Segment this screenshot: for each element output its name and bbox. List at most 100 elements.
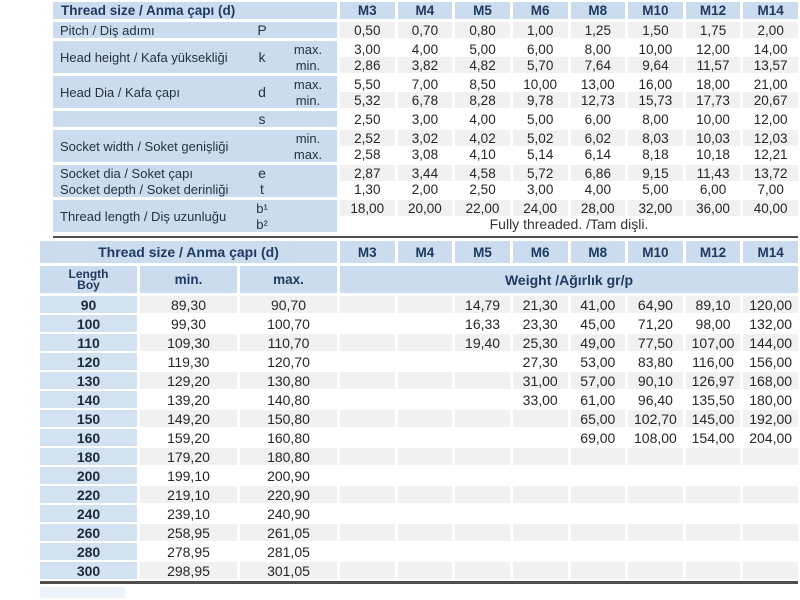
spec-value-cell: 2,50 xyxy=(469,181,496,197)
spec-value-cell: 4,10 xyxy=(469,146,496,162)
spec-value-cell: 6,14 xyxy=(584,146,611,162)
weight-cell: 83,80 xyxy=(637,353,673,370)
weight-cell: 90,10 xyxy=(628,372,683,389)
weight-cell xyxy=(571,543,626,560)
spec-label-cell: Socket dia / Soket çapı e Socket depth / S… xyxy=(53,165,337,197)
weight-cell xyxy=(512,410,568,427)
size-col-header: M8 xyxy=(570,2,626,19)
spec-value-cell: 10,00 xyxy=(696,111,730,127)
weight-table: Thread size / Anma çapı (d) M3 M4 M5 M6 M8 M1… xyxy=(40,241,798,581)
spec-value-cell: 32,00 xyxy=(628,200,683,216)
spec-value-cell: 1,00 xyxy=(512,22,568,38)
weight-cell: 120,00 xyxy=(743,296,798,313)
weight-cell xyxy=(340,505,395,522)
weight-cell xyxy=(513,429,568,446)
weight-size-header-row: M3 M4 M5 M6 M8 M10 M12 M14 xyxy=(340,241,798,263)
spec-value-cell: 8,18 xyxy=(642,146,669,162)
weight-cell xyxy=(685,524,741,541)
weight-cell: 57,00 xyxy=(570,372,626,389)
weight-cell xyxy=(570,486,626,503)
spec-symbol: b² xyxy=(256,216,268,232)
spec-value-rows: 5,50 7,00 8,50 10,00 13,00 16,00 18,00 21,00 5,3… xyxy=(340,76,798,108)
spec-sub-row: 2,50 3,00 4,00 5,00 6,00 8,00 10,00 12,00 xyxy=(340,111,798,127)
weight-row: 300 298,95 301,05 xyxy=(40,562,798,581)
length-cell: 150 xyxy=(40,410,137,427)
spec-value-cell: 5,32 xyxy=(340,92,395,108)
spec-symbol: d xyxy=(258,84,266,100)
spec-value-cell: 3,08 xyxy=(411,146,439,162)
max-cell: 110,70 xyxy=(240,334,337,351)
spec-group-label: Socket depth / Soket derinliği xyxy=(60,181,229,197)
spec-value-cell: 4,00 xyxy=(584,181,611,197)
spec-value-cell: 7,00 xyxy=(757,181,784,197)
max-cell: 150,80 xyxy=(240,410,337,427)
spec-value-cell: 11,57 xyxy=(685,57,741,73)
spec-value-cell: 17,73 xyxy=(685,92,741,108)
min-cell: 278,95 xyxy=(167,543,210,560)
min-cell: 219,10 xyxy=(140,486,237,503)
spec-symbol-column: b¹ b² xyxy=(245,200,279,232)
spec-label-cell: Head Dia / Kafa çapı d max. min. xyxy=(53,76,337,108)
weight-cell xyxy=(455,372,510,389)
weight-subheader-row: Length Boy min. max. Weight /Ağırlık gr/… xyxy=(40,266,798,293)
weight-cell xyxy=(743,543,798,560)
spec-value-cell: 3,00 xyxy=(411,111,439,127)
spec-value-cell: 2,00 xyxy=(411,181,439,197)
spec-value-cell: 2,58 xyxy=(354,146,381,162)
weight-row: 150 149,20 150,80 65,00 102,70 145,00 192,00 xyxy=(40,410,798,429)
spec-value-cell: 4,82 xyxy=(455,57,510,73)
spec-value-cell: 3,02 xyxy=(397,130,453,146)
max-cell: 140,80 xyxy=(267,391,310,408)
weight-cell xyxy=(397,448,453,465)
spec-value-cell: 12,21 xyxy=(753,146,788,162)
weight-cell: 144,00 xyxy=(743,334,798,351)
min-cell: 298,95 xyxy=(140,562,237,579)
spec-value-cell: 10,00 xyxy=(523,76,558,92)
size-col-header: M10 xyxy=(628,2,683,19)
weight-cell xyxy=(340,296,395,313)
weight-cell xyxy=(513,543,568,560)
weight-cell: 27,30 xyxy=(522,353,558,370)
spec-label-cell: s xyxy=(53,111,337,127)
weight-cell: 21,30 xyxy=(512,296,568,313)
weight-table-body: 90 89,30 90,70 14,79 21,30 41,00 64,90 89,10 120… xyxy=(40,296,798,581)
weight-cell: 14,79 xyxy=(455,296,510,313)
weight-cell xyxy=(340,448,395,465)
spec-symbol: e xyxy=(258,165,266,181)
weight-cell xyxy=(397,486,453,503)
spec-label-line: Socket dia / Soket çapı e xyxy=(53,165,337,181)
weight-cell: 108,00 xyxy=(634,429,677,446)
spec-symbol xyxy=(245,130,279,162)
weight-cell: 89,10 xyxy=(685,296,741,313)
spec-value-cell: 2,87 xyxy=(340,165,395,181)
max-cell: 180,80 xyxy=(240,448,337,465)
spec-qualifier-column xyxy=(279,22,337,38)
spec-value-cell: 22,00 xyxy=(455,200,510,216)
weight-cell xyxy=(628,562,683,579)
weight-cell xyxy=(398,315,453,332)
spec-qualifier: min. xyxy=(295,130,321,146)
spec-label-cell: Pitch / Diş adımı P xyxy=(53,22,337,38)
weight-cells: 33,00 61,00 96,40 135,50 180,00 xyxy=(340,391,798,408)
weight-cell: 65,00 xyxy=(570,410,626,427)
weight-cell: 135,50 xyxy=(691,391,735,408)
spec-sub-row: 3,00 4,00 5,00 6,00 8,00 10,00 12,00 14,00 xyxy=(340,41,798,57)
weight-cell xyxy=(743,467,798,484)
weight-cell xyxy=(628,543,683,560)
weight-cell: 69,00 xyxy=(580,429,616,446)
spec-symbol: t xyxy=(260,181,264,197)
spec-value-cell: 16,00 xyxy=(638,76,673,92)
weight-row: 220 219,10 220,90 xyxy=(40,486,798,505)
weight-cell: 126,97 xyxy=(685,372,741,389)
weight-cell: 25,30 xyxy=(512,334,568,351)
max-cell: 240,90 xyxy=(267,505,310,522)
size-col-header: M5 xyxy=(455,241,510,263)
weight-cell xyxy=(512,562,568,579)
spec-group: Head Dia / Kafa çapı d max. min. 5,50 7,00 8,5… xyxy=(53,76,798,108)
length-cell: 140 xyxy=(40,391,137,408)
weight-cell xyxy=(743,505,798,522)
spec-value-cell: 18,00 xyxy=(696,76,730,92)
weight-cells xyxy=(340,467,798,484)
spec-sub-row: 5,32 6,78 8,28 9,78 12,73 15,73 17,73 20,67 xyxy=(340,92,798,108)
spec-sub-row: 2,58 3,08 4,10 5,14 6,14 8,18 10,18 12,21 xyxy=(340,146,798,162)
